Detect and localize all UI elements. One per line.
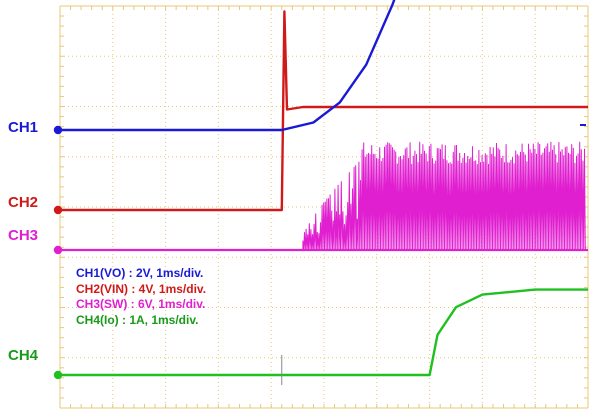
ch4-label: CH4 [8,347,39,364]
ch3-label: CH3 [8,227,39,244]
ch1-trace [60,0,396,132]
ch2-ground-marker [53,205,63,215]
ch2-trace [60,10,588,212]
ch4-trace [60,288,588,377]
ch1-label: CH1 [8,119,39,136]
legend: CH1(VO) : 2V, 1ms/div. CH2(VIN) : 4V, 1m… [76,266,206,328]
ch3-ground-marker [53,245,63,255]
ch1-ground-marker [53,125,63,135]
legend-ch1: CH1(VO) : 2V, 1ms/div. [76,266,204,280]
ch2-label: CH2 [8,194,39,211]
ch3-trace [60,141,586,252]
legend-ch3: CH3(SW) : 6V, 1ms/div. [76,297,206,311]
legend-ch2: CH2(VIN) : 4V, 1ms/div. [76,281,207,296]
legend-ch4: CH4(Io) : 1A, 1ms/div. [76,312,199,327]
ch4-ground-marker [53,370,63,380]
